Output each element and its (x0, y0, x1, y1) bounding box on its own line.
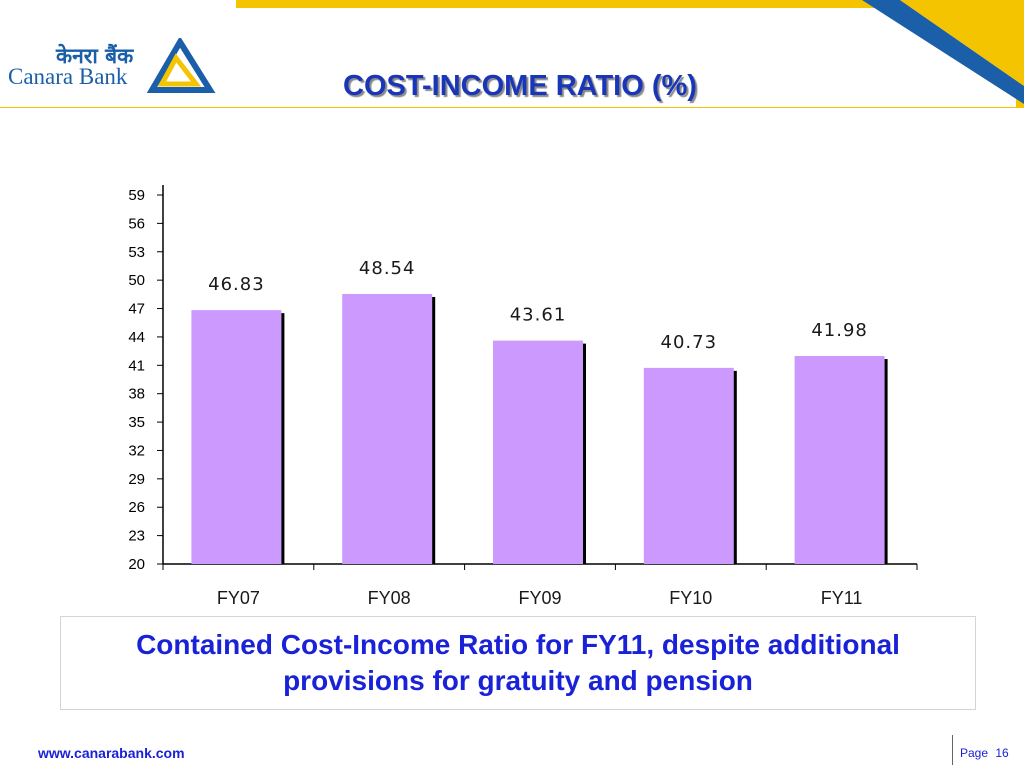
data-label: 46.83 (208, 274, 265, 295)
bar-fy10 (643, 367, 734, 564)
footer-url[interactable]: www.canarabank.com (38, 745, 185, 761)
y-tick-label: 32 (128, 442, 145, 459)
bar-fy08 (342, 293, 433, 564)
x-axis: FY07 FY08 FY09 FY10 FY11 (162, 563, 918, 608)
y-tick-label: 29 (128, 471, 145, 488)
x-tick-label: FY11 (821, 588, 863, 608)
data-label: 40.73 (661, 332, 718, 353)
caption-box: Contained Cost-Income Ratio for FY11, de… (60, 616, 976, 710)
logo-english-text: Canara Bank (8, 64, 128, 89)
bar-fy09 (493, 340, 583, 564)
bars (191, 293, 888, 564)
y-tick-label: 47 (128, 301, 145, 318)
y-tick-label: 26 (128, 499, 145, 516)
caption-text: Contained Cost-Income Ratio for FY11, de… (136, 629, 900, 696)
y-tick-label: 50 (128, 272, 145, 289)
footer-separator (952, 735, 953, 765)
header-yellow-corner (900, 0, 1024, 86)
data-labels: 46.83 48.54 43.61 40.73 41.98 (208, 258, 868, 353)
y-tick-label: 38 (128, 386, 145, 403)
data-label: 43.61 (510, 305, 567, 326)
x-tick-label: FY09 (518, 588, 561, 608)
header-decoration (0, 0, 1024, 108)
y-axis: 20 23 26 29 32 35 38 41 44 47 50 53 56 59 (128, 185, 164, 573)
data-label: 48.54 (359, 258, 416, 279)
y-tick-label: 53 (128, 244, 145, 261)
footer-page: Page 16 (960, 746, 1013, 760)
page-label: Page (960, 746, 989, 760)
header-blue-stripe (862, 0, 1024, 104)
y-tick-label: 56 (128, 215, 145, 232)
y-tick-label: 20 (128, 556, 145, 573)
x-tick-label: FY07 (217, 588, 260, 608)
bar-fy07 (191, 310, 282, 564)
y-tick-label: 35 (128, 414, 145, 431)
logo-triangle-icon (146, 38, 216, 93)
logo-hindi-text: केनरा बैंक (56, 44, 134, 68)
page-number: 16 (995, 746, 1009, 760)
x-tick-label: FY10 (669, 588, 712, 608)
bar-fy11 (794, 356, 885, 564)
y-tick-label: 23 (128, 528, 145, 545)
header-band: केनरा बैंक Canara Bank COST-INCOME RATIO… (0, 0, 1024, 108)
canara-bank-logo: केनरा बैंक Canara Bank (4, 28, 236, 100)
y-tick-label: 41 (128, 357, 145, 374)
y-tick-label: 59 (128, 187, 145, 204)
data-label: 41.98 (811, 320, 868, 341)
y-tick-label: 44 (128, 329, 145, 346)
page-title: COST-INCOME RATIO (%) (343, 70, 697, 102)
x-tick-label: FY08 (368, 588, 411, 608)
